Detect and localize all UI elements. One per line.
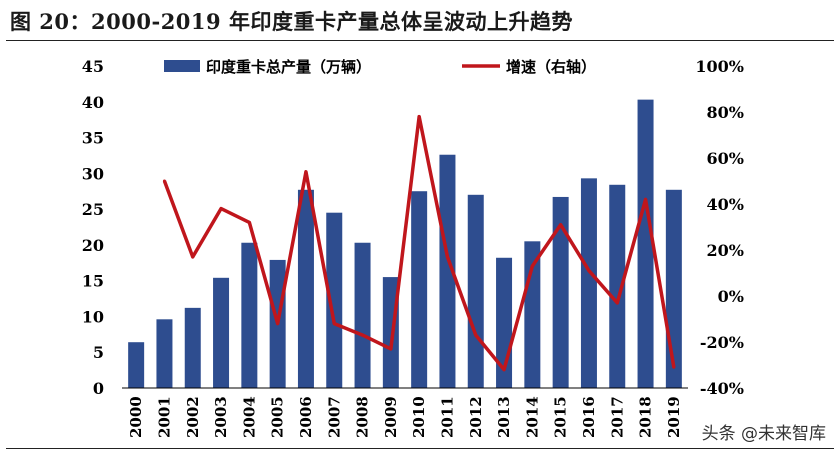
- bar-2001: [156, 319, 173, 388]
- x-tick-2000: 2000: [127, 396, 145, 438]
- bar-2008: [354, 242, 371, 388]
- growth-point-2009: [389, 347, 393, 351]
- growth-point-2008: [361, 333, 365, 337]
- growth-point-2014: [530, 264, 534, 268]
- x-tick-2005: 2005: [269, 396, 287, 438]
- x-tick-2007: 2007: [325, 396, 343, 438]
- y-left-tick-20: 20: [82, 236, 104, 255]
- title-rule: [6, 40, 834, 41]
- growth-point-2013: [502, 368, 506, 372]
- x-tick-2003: 2003: [212, 396, 230, 438]
- bar-2010: [411, 191, 428, 388]
- bar-2017: [609, 184, 626, 388]
- x-tick-2004: 2004: [240, 396, 258, 438]
- bar-2006: [297, 189, 314, 388]
- x-tick-2001: 2001: [155, 396, 173, 438]
- bar-2003: [213, 277, 230, 388]
- growth-point-2002: [191, 255, 195, 259]
- y-left-tick-5: 5: [93, 343, 104, 362]
- x-tick-2011: 2011: [438, 396, 456, 438]
- x-tick-2018: 2018: [637, 396, 655, 438]
- growth-point-2018: [644, 197, 648, 201]
- growth-point-2016: [587, 269, 591, 273]
- growth-point-2007: [332, 322, 336, 326]
- y-right-tick-100%: 100%: [695, 57, 744, 76]
- y-left-tick-25: 25: [82, 200, 104, 219]
- growth-point-2006: [304, 170, 308, 174]
- y-left-tick-45: 45: [82, 57, 104, 76]
- y-right-tick--40%: -40%: [700, 379, 744, 398]
- figure-title: 图 20：2000-2019 年印度重卡产量总体呈波动上升趋势: [10, 9, 573, 34]
- growth-point-2011: [445, 255, 449, 259]
- y-left-tick-30: 30: [82, 164, 104, 183]
- growth-point-2010: [417, 115, 421, 119]
- legend-bar-swatch: [164, 60, 200, 72]
- x-tick-2017: 2017: [608, 396, 626, 438]
- growth-point-2005: [276, 322, 280, 326]
- y-left-tick-0: 0: [93, 379, 104, 398]
- growth-point-2012: [474, 333, 478, 337]
- legend-bar-label: 印度重卡总产量（万辆）: [206, 58, 371, 76]
- x-tick-2009: 2009: [382, 396, 400, 438]
- growth-point-2015: [559, 223, 563, 227]
- bar-2000: [128, 342, 145, 388]
- y-left-tick-10: 10: [82, 307, 104, 326]
- growth-point-2003: [219, 207, 223, 211]
- growth-point-2019: [672, 365, 676, 369]
- bar-2007: [326, 212, 343, 388]
- y-left-tick-15: 15: [82, 272, 104, 291]
- bar-2015: [552, 196, 569, 388]
- x-tick-2015: 2015: [552, 396, 570, 438]
- y-right-tick-20%: 20%: [707, 241, 744, 260]
- x-tick-2008: 2008: [354, 396, 372, 438]
- legend-line-label: 增速（右轴）: [506, 58, 596, 76]
- y-left-tick-40: 40: [82, 93, 104, 112]
- y-right-tick-60%: 60%: [707, 149, 744, 168]
- x-tick-2016: 2016: [580, 396, 598, 438]
- x-tick-2019: 2019: [665, 396, 683, 438]
- growth-point-2017: [615, 301, 619, 305]
- x-tick-2006: 2006: [297, 396, 315, 438]
- growth-point-2004: [247, 220, 251, 224]
- bottom-rule: [6, 448, 834, 449]
- growth-point-2001: [162, 179, 166, 183]
- y-right-tick-0%: 0%: [718, 287, 744, 306]
- bar-2018: [637, 99, 654, 389]
- bar-2002: [184, 307, 201, 388]
- x-tick-2010: 2010: [410, 396, 428, 438]
- bar-2011: [439, 154, 456, 388]
- y-right-tick--20%: -20%: [700, 333, 744, 352]
- bar-2004: [241, 242, 258, 388]
- x-tick-2013: 2013: [495, 396, 513, 438]
- x-tick-2012: 2012: [467, 396, 485, 438]
- x-tick-2002: 2002: [184, 396, 202, 438]
- y-left-tick-35: 35: [82, 129, 104, 148]
- bar-2016: [580, 178, 597, 388]
- x-tick-2014: 2014: [523, 396, 541, 438]
- watermark: 头条 @未来智库: [699, 419, 828, 444]
- y-right-tick-40%: 40%: [707, 195, 744, 214]
- y-right-tick-80%: 80%: [707, 103, 744, 122]
- bar-2012: [467, 194, 484, 388]
